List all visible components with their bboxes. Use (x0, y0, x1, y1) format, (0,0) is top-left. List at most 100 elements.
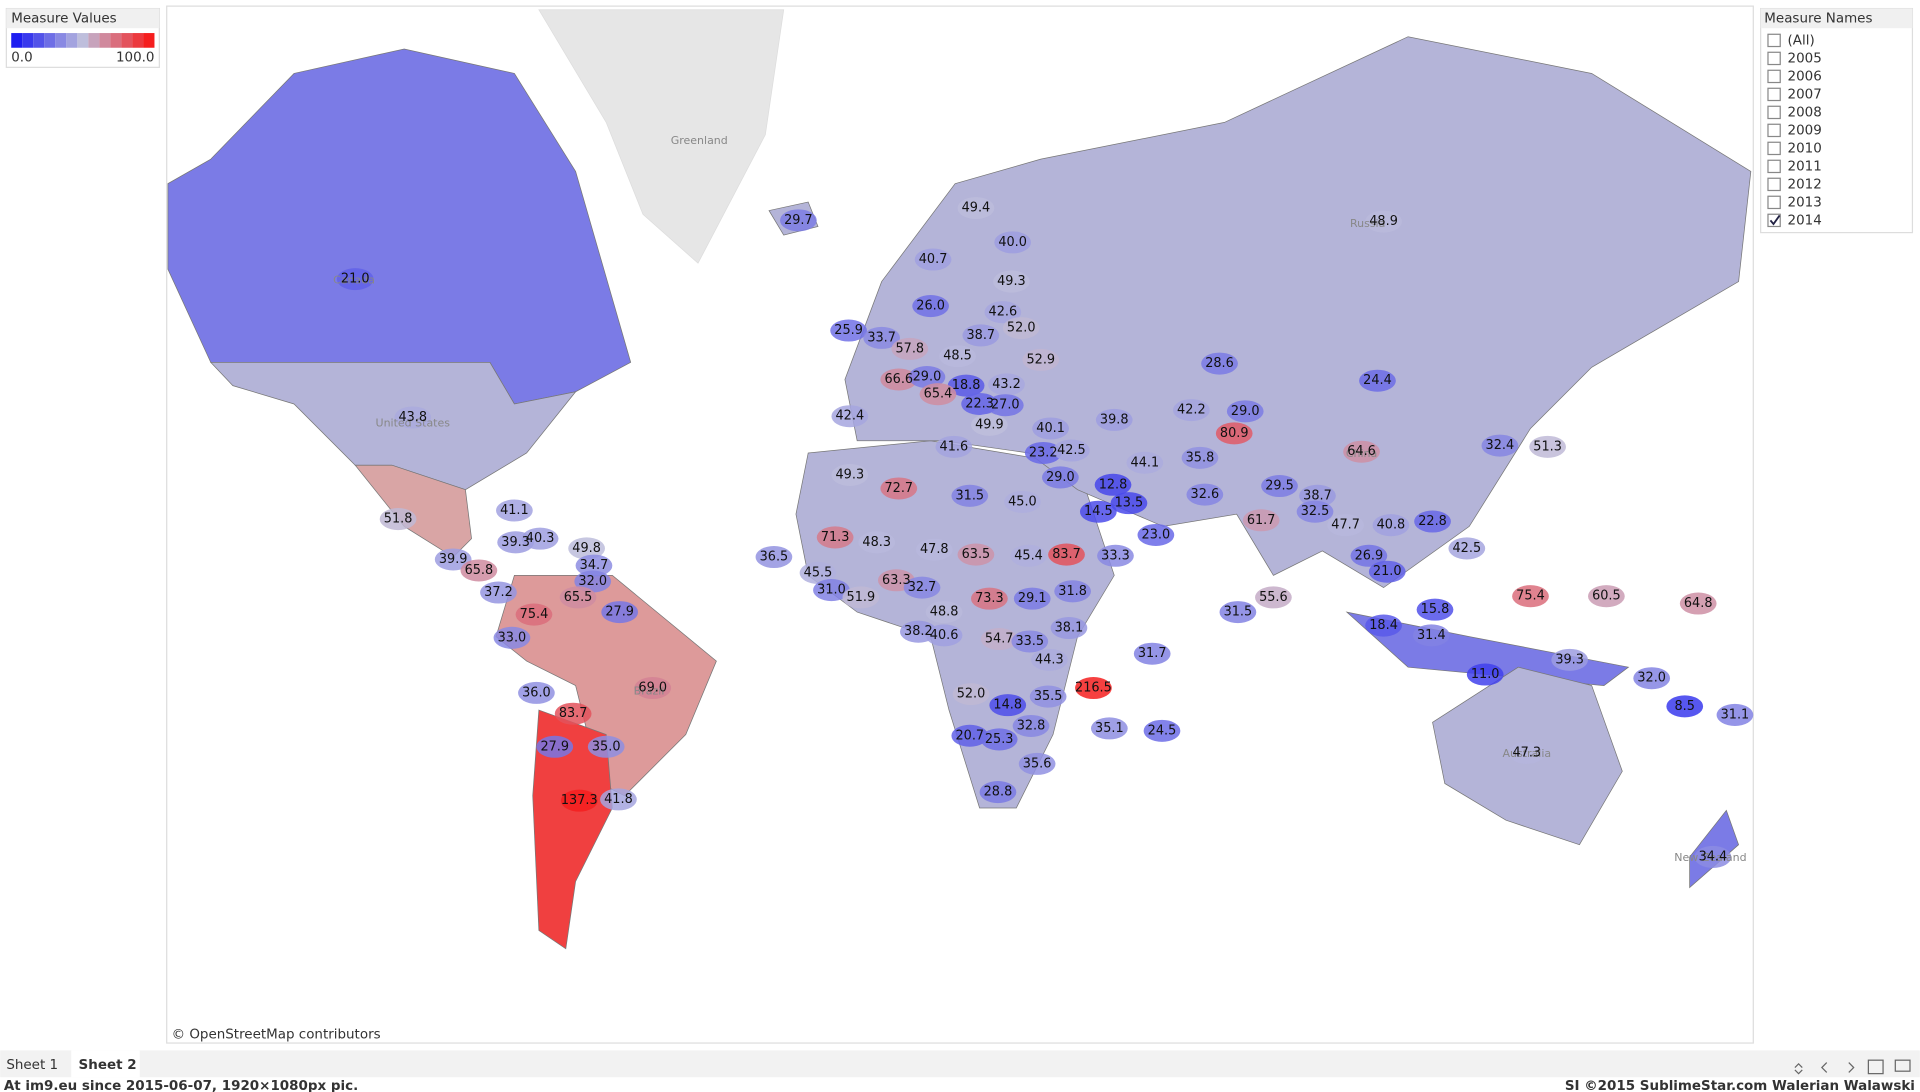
checkbox[interactable] (1767, 141, 1781, 156)
checkbox[interactable] (1767, 51, 1781, 66)
region-shade (1032, 417, 1069, 440)
filter-item[interactable]: 2013 (1788, 195, 1822, 210)
value-label: 8.5 (1675, 699, 1695, 714)
value-labels: 29.721.049.448.940.740.049.326.0 42.652.0… (341, 201, 1749, 865)
region-shade (986, 394, 1024, 417)
ramp-step (11, 33, 23, 48)
region-shade (560, 789, 598, 812)
tab[interactable]: Sheet 2 (79, 1058, 137, 1073)
ramp-step (88, 33, 100, 48)
value-label: 65.8 (465, 563, 494, 578)
ramp-step (132, 33, 144, 48)
value-label: 25.9 (834, 323, 863, 338)
value-label: 34.7 (580, 558, 609, 573)
value-label: 29.0 (913, 370, 942, 385)
value-label: 42.5 (1057, 443, 1086, 458)
filter-item[interactable]: 2011 (1788, 159, 1822, 174)
value-label: 41.8 (604, 792, 633, 807)
region-shade (957, 543, 995, 566)
filter-item[interactable]: 2010 (1788, 141, 1822, 156)
region-shade (1097, 544, 1134, 567)
region-shade (1075, 676, 1112, 700)
value-label: 29.5 (1265, 479, 1294, 494)
region-shade (600, 788, 637, 811)
checkbox[interactable] (1767, 33, 1781, 48)
checkbox[interactable] (1767, 105, 1781, 120)
region-shade (568, 537, 605, 560)
value-label: 29.0 (1046, 470, 1075, 485)
region-shade (1011, 630, 1049, 653)
region-shade (971, 413, 1008, 436)
filter-item[interactable]: (All) (1788, 33, 1815, 48)
value-label: 31.5 (955, 488, 984, 503)
ramp-step (99, 33, 111, 48)
value-label: 48.9 (1369, 214, 1398, 229)
region-shade (1050, 617, 1088, 640)
nav-icon[interactable] (1894, 1059, 1911, 1072)
value-label: 32.0 (1637, 671, 1666, 686)
nav-icon[interactable] (1794, 1062, 1803, 1075)
checkbox[interactable] (1767, 195, 1781, 210)
region-shade (935, 435, 973, 458)
filter-box (1760, 7, 1914, 234)
filter-item[interactable]: 2005 (1788, 51, 1822, 66)
value-label: 39.8 (1100, 412, 1129, 427)
value-label: 29.1 (1018, 591, 1047, 606)
nav-icon[interactable] (1820, 1062, 1828, 1073)
checkbox[interactable] (1767, 69, 1781, 84)
filter-title: Measure Names (1764, 11, 1872, 26)
region-shade (912, 295, 949, 318)
region-shade (1666, 695, 1704, 718)
filter-item[interactable]: 2008 (1788, 105, 1822, 120)
region-shade (1529, 435, 1566, 458)
region-shade (336, 268, 374, 291)
checkbox[interactable] (1767, 213, 1781, 228)
region-shade (1365, 614, 1402, 637)
region-shade (1012, 714, 1050, 737)
checkbox[interactable] (1767, 159, 1781, 174)
value-label: 33.7 (867, 330, 896, 345)
region-shade (979, 781, 1017, 804)
nav-icon[interactable] (1848, 1062, 1855, 1073)
value-label: 64.6 (1347, 444, 1376, 459)
nav-icon[interactable] (1867, 1059, 1884, 1075)
value-label: 38.7 (1303, 488, 1332, 503)
filter-item[interactable]: 2012 (1788, 177, 1822, 192)
filter-item[interactable]: 2007 (1788, 87, 1822, 102)
filter-item[interactable]: 2014 (1788, 213, 1822, 228)
value-label: 25.3 (985, 732, 1014, 747)
region-shade (780, 209, 817, 232)
value-label: 21.0 (1373, 564, 1402, 579)
region-shade (1466, 663, 1504, 686)
region-shade (559, 586, 597, 609)
region-shade (1215, 422, 1253, 445)
region-shade (1299, 484, 1336, 507)
place-name: China (1346, 447, 1377, 460)
filter-item[interactable]: 2006 (1788, 69, 1822, 84)
region-shade (1633, 667, 1671, 690)
region-shade (493, 626, 531, 649)
place-name: Canada (333, 273, 375, 286)
checkbox[interactable] (1767, 123, 1781, 138)
filter-list: (All) 2005 2006 2007 2008 2009 2010 2011 2012 201… (1767, 33, 1822, 228)
value-label: 48.8 (930, 605, 959, 620)
value-label: 36.0 (522, 685, 551, 700)
checkbox[interactable] (1767, 87, 1781, 102)
region-shade (394, 406, 432, 429)
checkbox[interactable] (1767, 177, 1781, 192)
region-shade (1004, 490, 1041, 513)
value-label: 39.3 (501, 535, 530, 550)
region-shade (1512, 585, 1549, 608)
value-label: 65.5 (564, 590, 593, 605)
value-label: 38.7 (967, 328, 996, 343)
value-label: 31.8 (1058, 584, 1087, 599)
region-shade (1296, 500, 1334, 523)
value-label: 45.0 (1008, 494, 1037, 509)
region-shade (1094, 473, 1132, 496)
value-label: 29.0 (1231, 404, 1260, 419)
ramp-step (77, 33, 89, 48)
region-shade (947, 374, 985, 397)
value-label: 13.5 (1115, 496, 1144, 511)
tab[interactable]: Sheet 1 (6, 1058, 58, 1073)
filter-item[interactable]: 2009 (1788, 123, 1822, 138)
